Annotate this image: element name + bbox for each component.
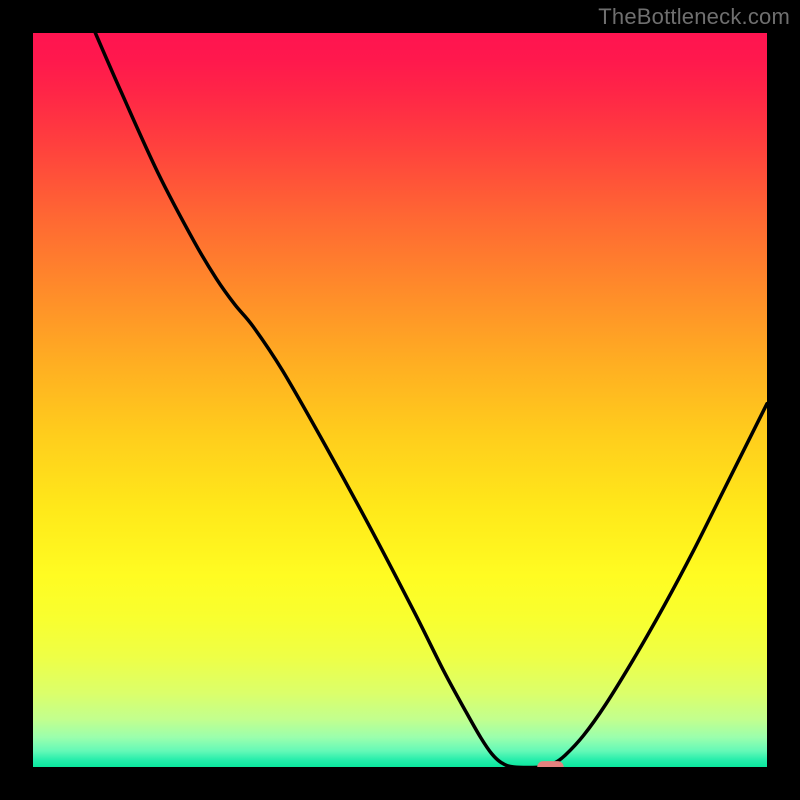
frame-left — [0, 0, 33, 800]
watermark-text: TheBottleneck.com — [598, 4, 790, 30]
frame-bottom — [0, 767, 800, 800]
bottleneck-chart: TheBottleneck.com — [0, 0, 800, 800]
frame-right — [767, 0, 800, 800]
chart-svg — [0, 0, 800, 800]
